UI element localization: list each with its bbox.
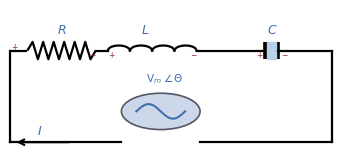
Text: +: + bbox=[11, 43, 17, 52]
Text: R: R bbox=[57, 24, 66, 36]
Text: V$_m$ ∠Θ: V$_m$ ∠Θ bbox=[146, 72, 183, 86]
Text: −: − bbox=[89, 51, 95, 60]
Text: −: − bbox=[190, 51, 196, 60]
Circle shape bbox=[121, 93, 200, 130]
Text: I: I bbox=[38, 125, 41, 138]
Text: C: C bbox=[267, 24, 276, 36]
Text: L: L bbox=[142, 24, 149, 36]
Text: +: + bbox=[108, 51, 114, 60]
Bar bbox=[267, 42, 276, 59]
Text: +: + bbox=[256, 51, 262, 60]
Text: −: − bbox=[281, 51, 287, 60]
